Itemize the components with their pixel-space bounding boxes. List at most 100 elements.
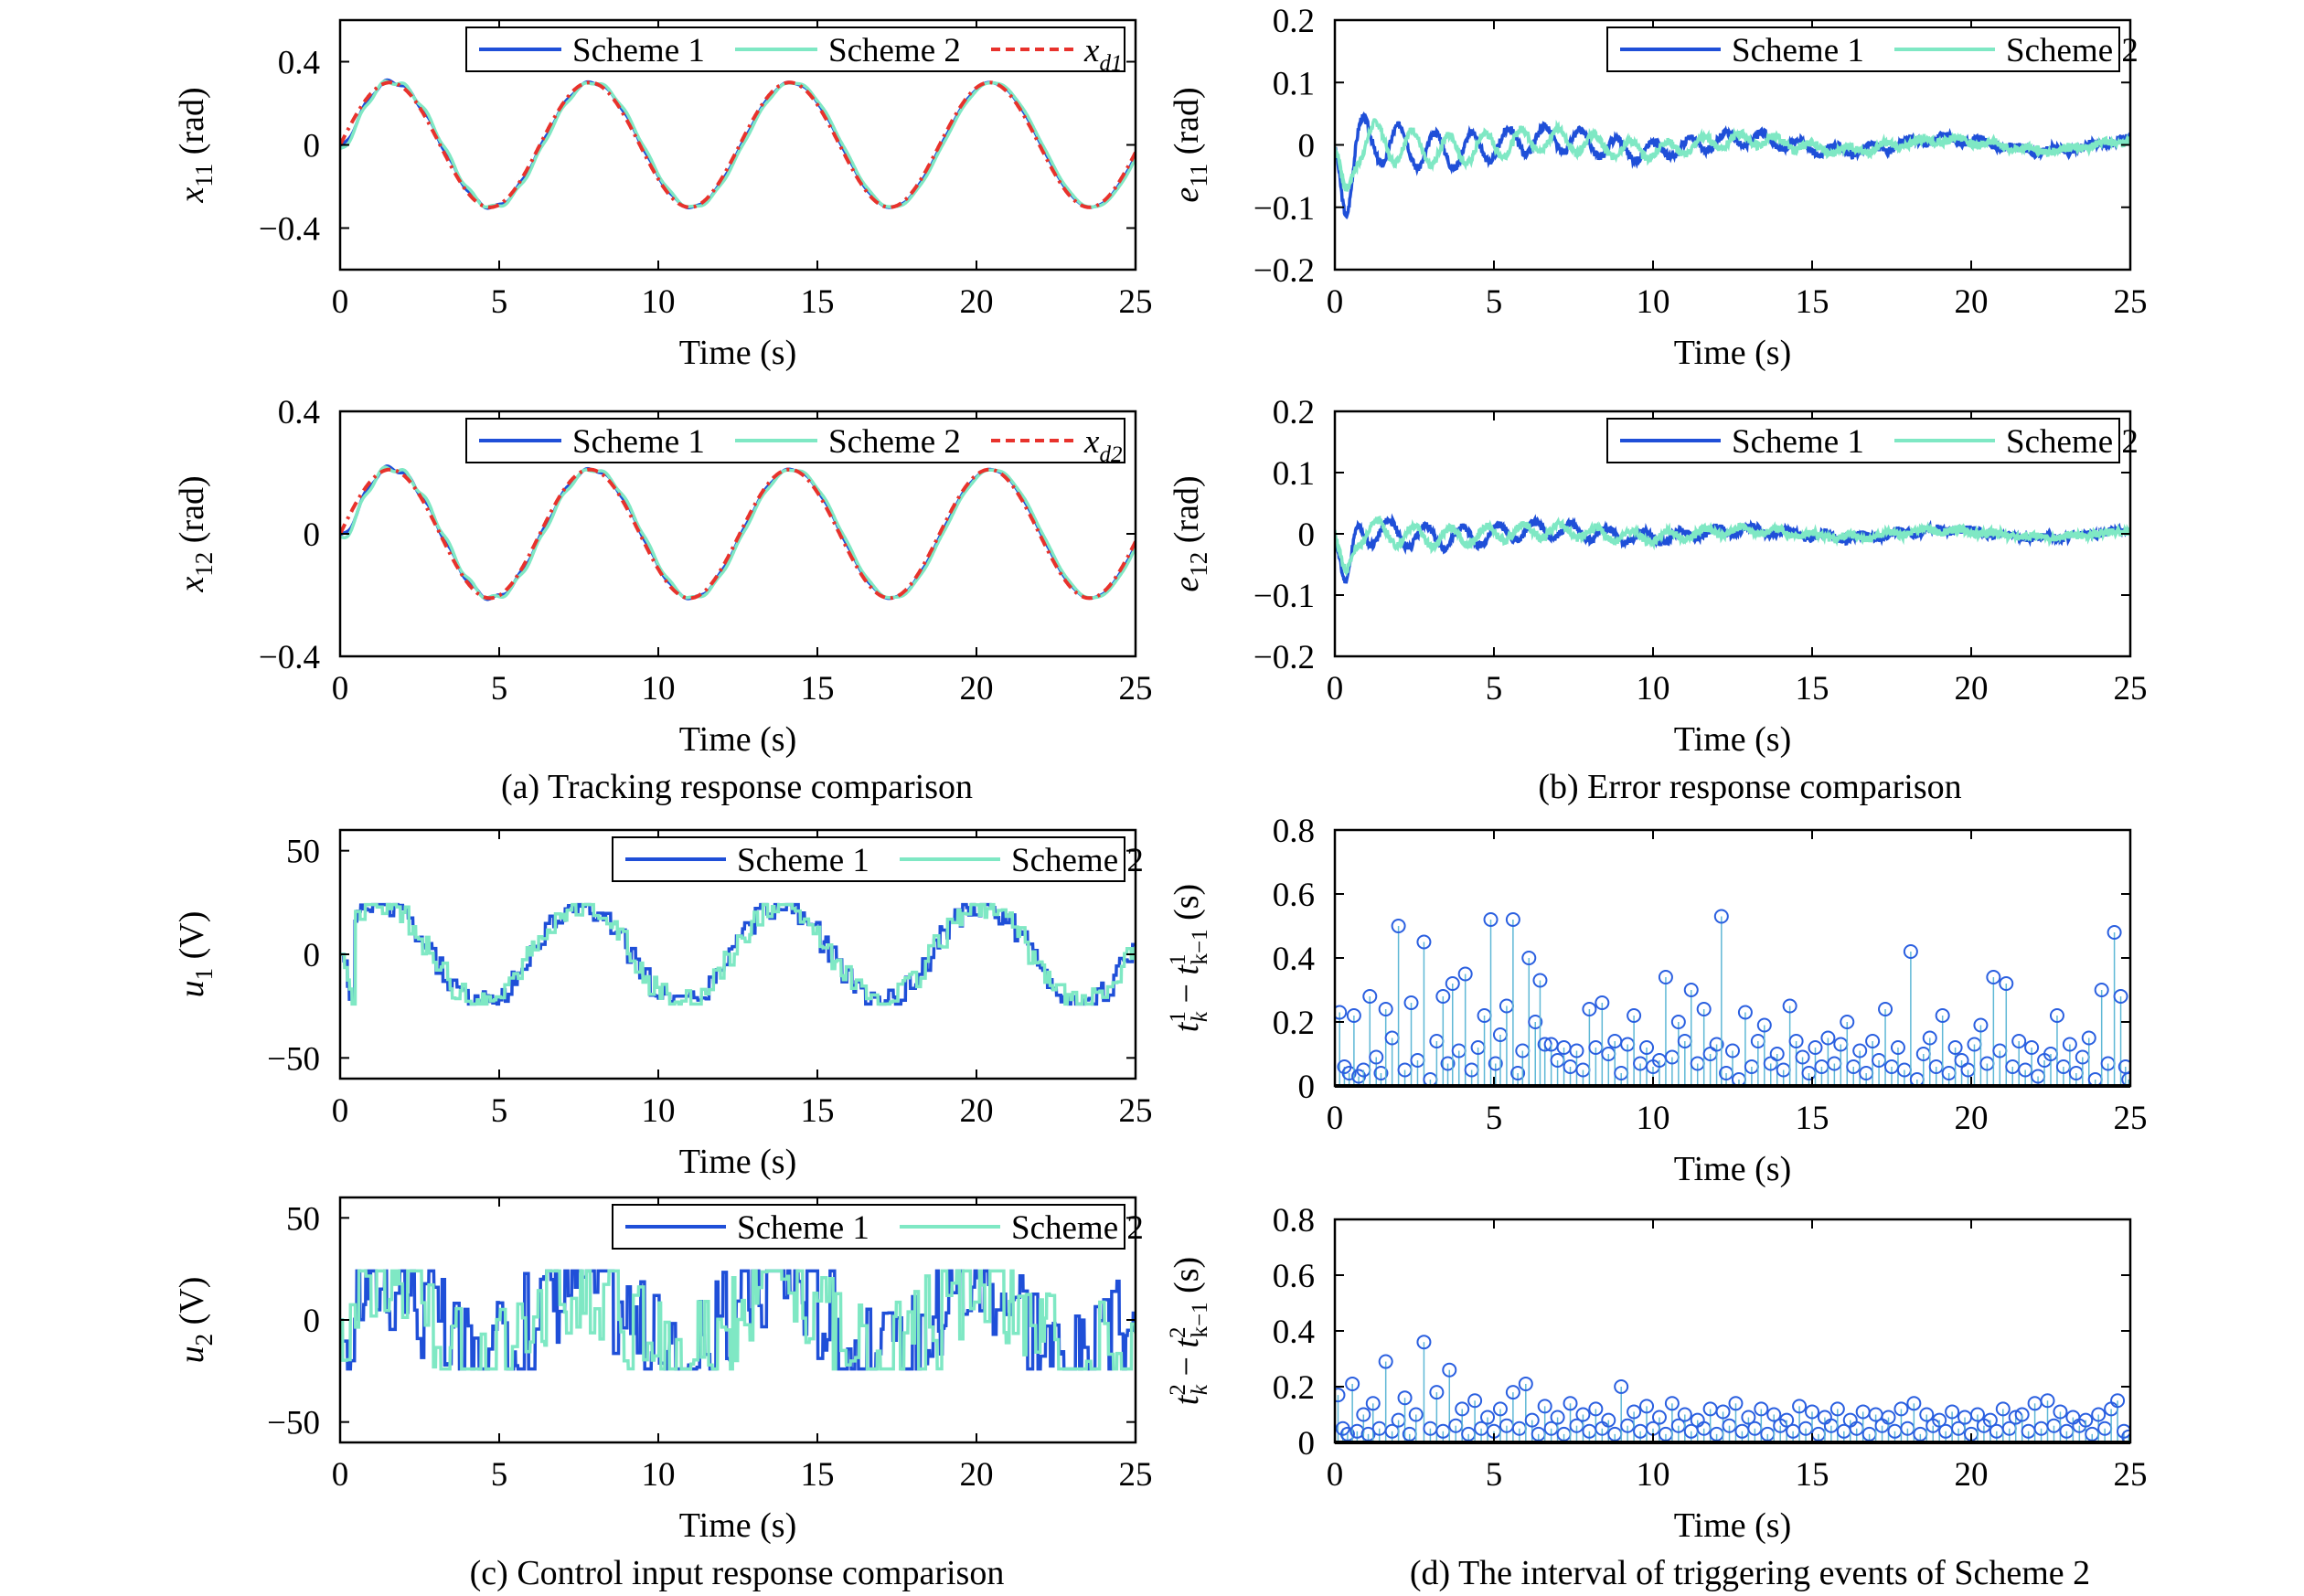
y-tick-label: 50 — [286, 1200, 320, 1238]
ylabel-sup: 2 — [1166, 1384, 1190, 1396]
legend: Scheme 1 Scheme 2 xd1 — [465, 27, 1125, 76]
event-marker — [1588, 1401, 1604, 1417]
legend-label: Scheme 2 — [1011, 842, 1144, 879]
event-marker — [1945, 1404, 1960, 1420]
ylabel-sub: 12 — [1185, 552, 1212, 577]
legend-label: Scheme 1 — [572, 32, 705, 69]
x-tick-label: 25 — [2114, 283, 2148, 321]
ylabel-var: u — [173, 980, 211, 997]
legend-label: Scheme 2 — [2006, 423, 2139, 461]
y-tick-label: −0.4 — [259, 211, 320, 249]
series-scheme-1 — [1335, 111, 2130, 220]
event-marker — [1829, 1401, 1845, 1417]
panel-x12: 0 5 10 15 20 25 0.4 0 −0.4 Time (s) — [259, 394, 1153, 759]
event-marker — [1614, 1379, 1629, 1394]
plot-area — [340, 464, 1136, 601]
event-marker — [1362, 989, 1378, 1004]
y-tick-label: 0 — [1298, 1069, 1316, 1106]
x-tick-label: 0 — [332, 1092, 349, 1130]
x-tick-label: 5 — [491, 1092, 508, 1130]
event-marker — [1890, 1040, 1905, 1055]
event-marker — [1728, 1396, 1744, 1411]
ylabel-sub: 12 — [190, 552, 218, 577]
legend-label: xd1 — [1083, 32, 1122, 76]
y-axis-label-text: x11 (rad) — [173, 87, 218, 203]
series-scheme-2 — [340, 465, 1136, 601]
event-marker — [1408, 1407, 1424, 1422]
event-marker — [1528, 1015, 1543, 1029]
plot-area — [340, 78, 1136, 210]
x-axis-label: Time (s) — [1674, 720, 1791, 759]
y-tick-label: −0.1 — [1253, 578, 1315, 615]
event-marker — [1766, 1407, 1782, 1422]
panel-e11: 0 5 10 15 20 25 0.2 0.1 0 −0.1 −0.2 Time (s) — [1253, 3, 2148, 372]
ylabel-unit: (rad) — [173, 87, 211, 163]
event-marker — [1391, 919, 1406, 933]
y-tick-label: 0.8 — [1273, 813, 1315, 850]
event-marker — [2113, 989, 2128, 1004]
y-axis-label-text: t2k − t2k−1 (s) — [1166, 1257, 1212, 1405]
legend-label: Scheme 1 — [1732, 423, 1864, 461]
event-marker — [1805, 1404, 1819, 1420]
legend-label: Scheme 2 — [828, 423, 961, 461]
y-tick-label: 0.4 — [278, 394, 320, 431]
event-marker — [1788, 1034, 1804, 1048]
x-tick-label: 20 — [960, 670, 994, 708]
y-tick-label: 0.6 — [1273, 877, 1315, 914]
x-tick-label: 20 — [960, 283, 994, 321]
legend-label: Scheme 2 — [2006, 32, 2139, 69]
ylabel-sub: k — [1188, 1011, 1212, 1022]
y-tick-label: −0.4 — [259, 639, 320, 676]
event-marker — [1518, 1376, 1533, 1391]
event-marker — [1488, 1056, 1503, 1071]
ylabel-minus: − — [1168, 1348, 1206, 1385]
event-marker — [1922, 1030, 1937, 1046]
x-tick-label: 5 — [491, 670, 508, 708]
y-axis-label: u1 (V) — [173, 911, 218, 998]
x-tick-label: 20 — [1955, 1456, 1989, 1494]
ylabel-sub: 11 — [1185, 164, 1212, 187]
event-marker — [1455, 1401, 1470, 1417]
y-tick-label: −0.1 — [1253, 190, 1315, 228]
y-tick-label: 0 — [304, 1303, 321, 1340]
event-marker — [1639, 1040, 1655, 1055]
y-axis-label: e12 (rad) — [1168, 475, 1212, 591]
y-axis-label-text: t1k − t1k−1 (s) — [1166, 884, 1212, 1032]
event-marker — [1808, 1040, 1823, 1055]
ylabel-unit: (V) — [173, 911, 211, 968]
legend: Scheme 1 Scheme 2 xd2 — [465, 418, 1125, 467]
ylabel-t2: t — [1168, 964, 1206, 975]
series-scheme-2 — [340, 902, 1136, 1006]
x-tick-label: 25 — [1119, 1092, 1153, 1130]
x-tick-label: 25 — [1119, 1456, 1153, 1494]
x-tick-label: 25 — [1119, 283, 1153, 321]
event-marker — [1741, 1410, 1756, 1425]
event-marker — [1715, 1404, 1731, 1420]
event-marker — [1986, 970, 2001, 984]
event-marker — [2091, 1407, 2107, 1422]
ylabel-sup2: 1 — [1166, 954, 1190, 966]
x-tick-label: 5 — [1486, 670, 1503, 708]
event-marker — [1651, 1410, 1667, 1425]
ylabel-sub: k — [1188, 1384, 1212, 1395]
legend-label: Scheme 2 — [828, 32, 961, 69]
event-marker — [2011, 1034, 2027, 1048]
x-tick-label: 15 — [1796, 670, 1829, 708]
legend: Scheme 1 Scheme 2 — [1606, 27, 2139, 72]
ylabel-var: x — [173, 577, 211, 593]
series-scheme-2 — [1335, 515, 2130, 577]
x-tick-label: 5 — [1486, 1456, 1503, 1494]
event-marker — [1416, 1335, 1432, 1350]
y-tick-label: 0.1 — [1273, 455, 1315, 493]
x-axis-label: Time (s) — [679, 720, 796, 759]
ylabel-t: t — [1168, 1021, 1206, 1032]
event-marker — [1658, 970, 1673, 984]
y-tick-label: 0.6 — [1273, 1258, 1315, 1295]
y-tick-label: 0 — [304, 128, 321, 165]
event-marker — [1550, 1410, 1565, 1425]
event-marker — [1893, 1401, 1909, 1417]
panel-t1: 0 5 10 15 20 25 0.8 0.6 0.4 0.2 0 Time (s) — [1273, 813, 2148, 1188]
event-marker — [1373, 1066, 1389, 1080]
event-marker — [1537, 1399, 1552, 1414]
event-marker — [2014, 1407, 2030, 1422]
